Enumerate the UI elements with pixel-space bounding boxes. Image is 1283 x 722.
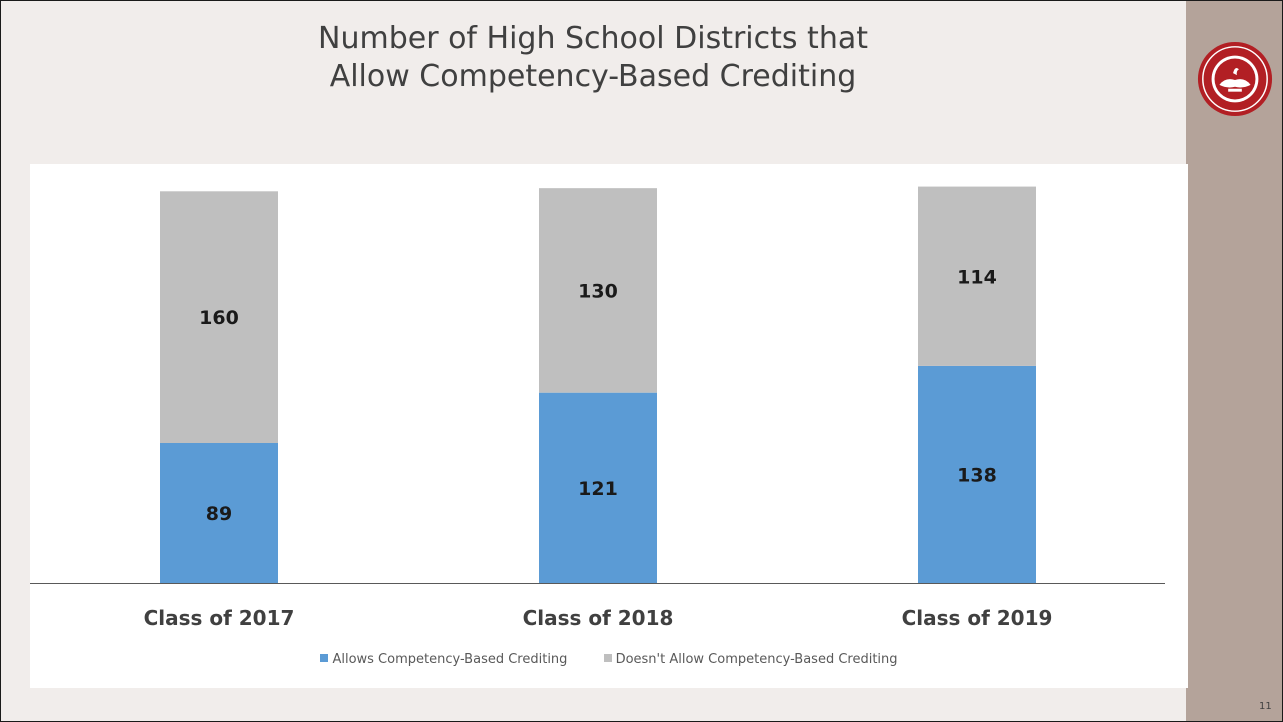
state-board-seal-logo [1197, 41, 1273, 117]
page-number: 11 [1259, 701, 1272, 712]
title-line-1: Number of High School Districts that [318, 21, 868, 56]
bar-doesnt-3 [918, 186, 1036, 366]
data-label-doesnt-3: 114 [957, 266, 997, 288]
legend-swatch-allows [320, 654, 329, 662]
bar-allows-2 [539, 392, 657, 583]
chart-panel: 89 160 Class of 2017 121 130 Class of 2018 138… [30, 164, 1188, 688]
legend-label-doesnt: Doesn't Allow Competency-Based Crediting [615, 652, 898, 667]
legend-item-doesnt: Doesn't Allow Competency-Based Crediting [603, 652, 898, 667]
bar-allows-3 [918, 365, 1036, 583]
stacked-bar-chart: 89 160 Class of 2017 121 130 Class of 2018 138… [30, 186, 1165, 630]
data-label-doesnt-1: 160 [199, 307, 239, 329]
data-label-allows-3: 138 [957, 464, 997, 486]
legend-item-allows: Allows Competency-Based Crediting [320, 652, 567, 667]
x-tick-label-3: Class of 2019 [902, 606, 1053, 630]
slide-title: Number of High School Districts that All… [0, 20, 1186, 96]
bar-allows-1 [160, 442, 278, 583]
x-tick-label-2: Class of 2018 [523, 606, 674, 630]
legend-label-allows: Allows Competency-Based Crediting [332, 652, 568, 667]
data-label-doesnt-2: 130 [578, 280, 618, 302]
bar-doesnt-1 [160, 191, 278, 443]
x-tick-label-1: Class of 2017 [144, 606, 295, 630]
legend-swatch-doesnt [603, 654, 612, 662]
side-band [1186, 0, 1283, 722]
title-line-2: Allow Competency-Based Crediting [329, 59, 857, 94]
data-label-allows-1: 89 [206, 503, 232, 525]
bar-doesnt-2 [539, 188, 657, 393]
data-label-allows-2: 121 [578, 478, 618, 500]
chart-legend: Allows Competency-Based Crediting Doesn'… [30, 652, 1188, 667]
